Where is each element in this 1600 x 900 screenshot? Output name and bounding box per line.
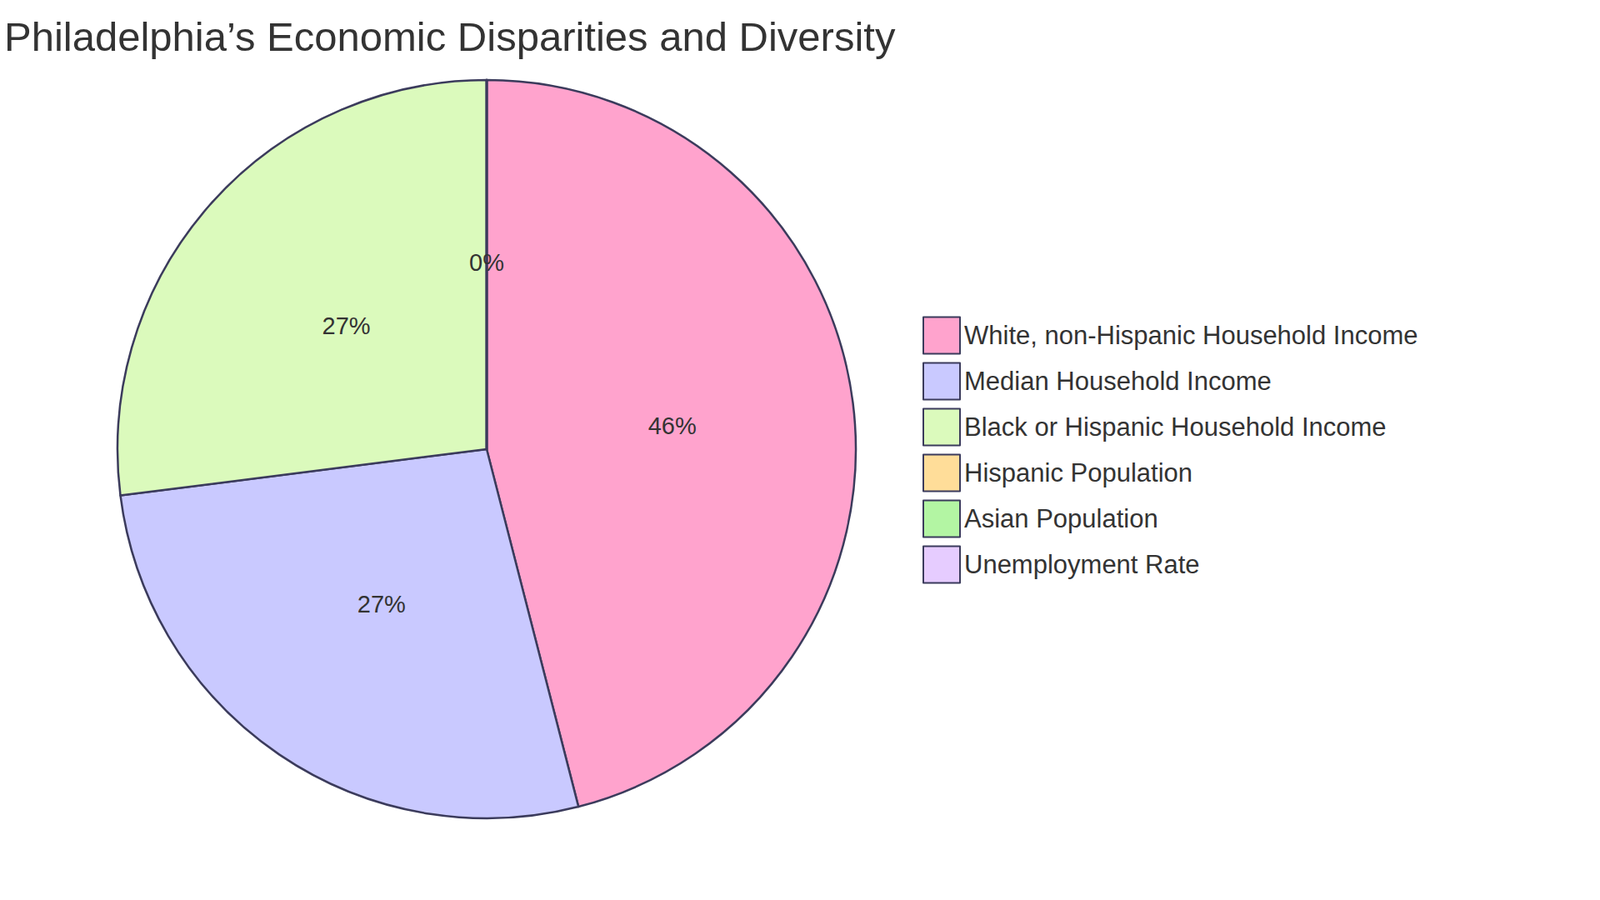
svg-text:Philadelphia’s Economic Dispar: Philadelphia’s Economic Disparities and … — [4, 14, 896, 60]
svg-text:White, non-Hispanic Household: White, non-Hispanic Household Income — [964, 320, 1419, 350]
svg-text:Median Household Income: Median Household Income — [964, 366, 1272, 396]
svg-text:27%: 27% — [322, 312, 371, 340]
svg-text:Asian Population: Asian Population — [964, 504, 1159, 534]
svg-text:Unemployment Rate: Unemployment Rate — [964, 550, 1200, 580]
svg-text:Hispanic Population: Hispanic Population — [964, 458, 1193, 488]
svg-text:0%: 0% — [469, 249, 505, 276]
svg-text:46%: 46% — [648, 412, 697, 440]
svg-text:27%: 27% — [357, 590, 406, 618]
svg-text:Black or Hispanic Household In: Black or Hispanic Household Income — [964, 412, 1387, 442]
